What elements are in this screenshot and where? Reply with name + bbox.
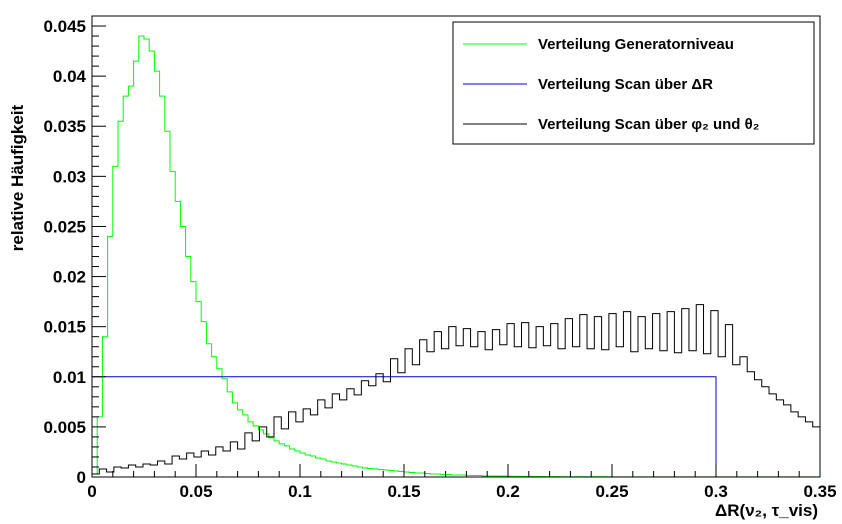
y-tick-label: 0.035 — [43, 117, 86, 136]
legend-label: Verteilung Generatorniveau — [538, 36, 734, 53]
y-axis: 0 0.005 0.01 0.015 0.02 0.025 0.03 0.035 0.04 0.0… — [43, 15, 106, 487]
x-tick-label: 0.15 — [387, 482, 420, 501]
y-tick-label: 0.03 — [53, 167, 86, 186]
x-tick-label: 0.05 — [179, 482, 212, 501]
y-tick-label: 0.04 — [53, 67, 87, 86]
y-tick-label: 0.01 — [53, 368, 86, 387]
y-tick-label: 0.045 — [43, 17, 86, 36]
legend: Verteilung Generatorniveau Verteilung Sca… — [452, 21, 815, 145]
x-tick-label: 0.25 — [595, 482, 628, 501]
legend-label: Verteilung Scan über φ₂ und θ₂ — [538, 116, 759, 133]
x-tick-label: 0.3 — [704, 482, 728, 501]
series-line-3 — [91, 304, 820, 477]
x-tick-label: 0.2 — [496, 482, 520, 501]
x-tick-label: 0.1 — [288, 482, 312, 501]
y-tick-label: 0.005 — [43, 418, 86, 437]
x-tick-label: 0 — [87, 482, 96, 501]
y-axis-title: relative Häufigkeit — [8, 104, 27, 251]
y-tick-label: 0 — [77, 468, 86, 487]
y-tick-label: 0.025 — [43, 217, 86, 236]
legend-label: Verteilung Scan über ΔR — [538, 76, 713, 93]
y-tick-label: 0.02 — [53, 268, 86, 287]
x-axis: 0 0.05 0.1 0.15 0.2 0.25 0.3 0.35 — [87, 464, 837, 501]
x-axis-title: ΔR(ν₂, τ_vis) — [715, 501, 818, 520]
x-tick-label: 0.35 — [803, 482, 836, 501]
y-tick-label: 0.015 — [43, 318, 86, 337]
